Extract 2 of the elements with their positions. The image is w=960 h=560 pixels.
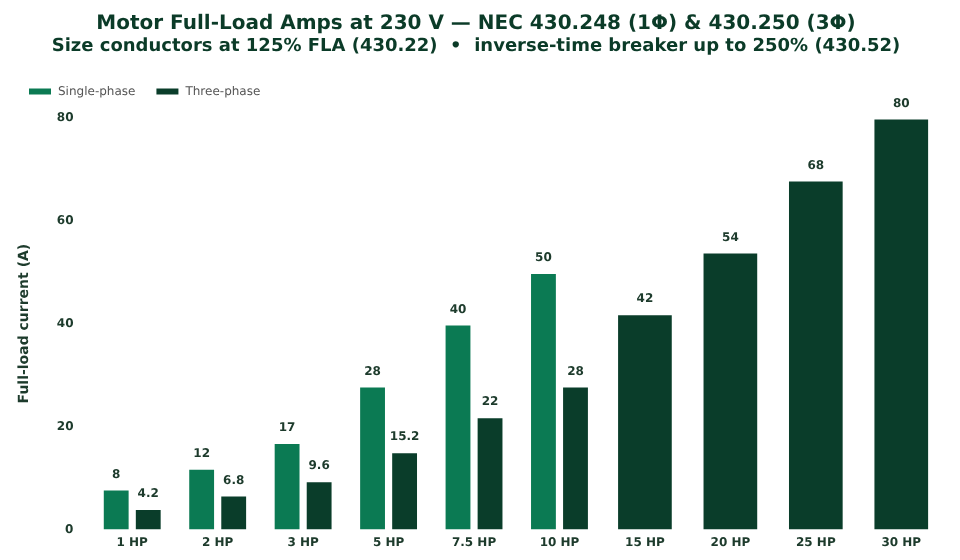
chart-subtitle: Size conductors at 125% FLA (430.22) • inverse-time breaker up to 250% (430.52) <box>51 37 901 58</box>
chart-title: Motor Full-Load Amps at 230 V — NEC 430.248 (1Φ) & 430.250 (3Φ) <box>96 13 856 36</box>
